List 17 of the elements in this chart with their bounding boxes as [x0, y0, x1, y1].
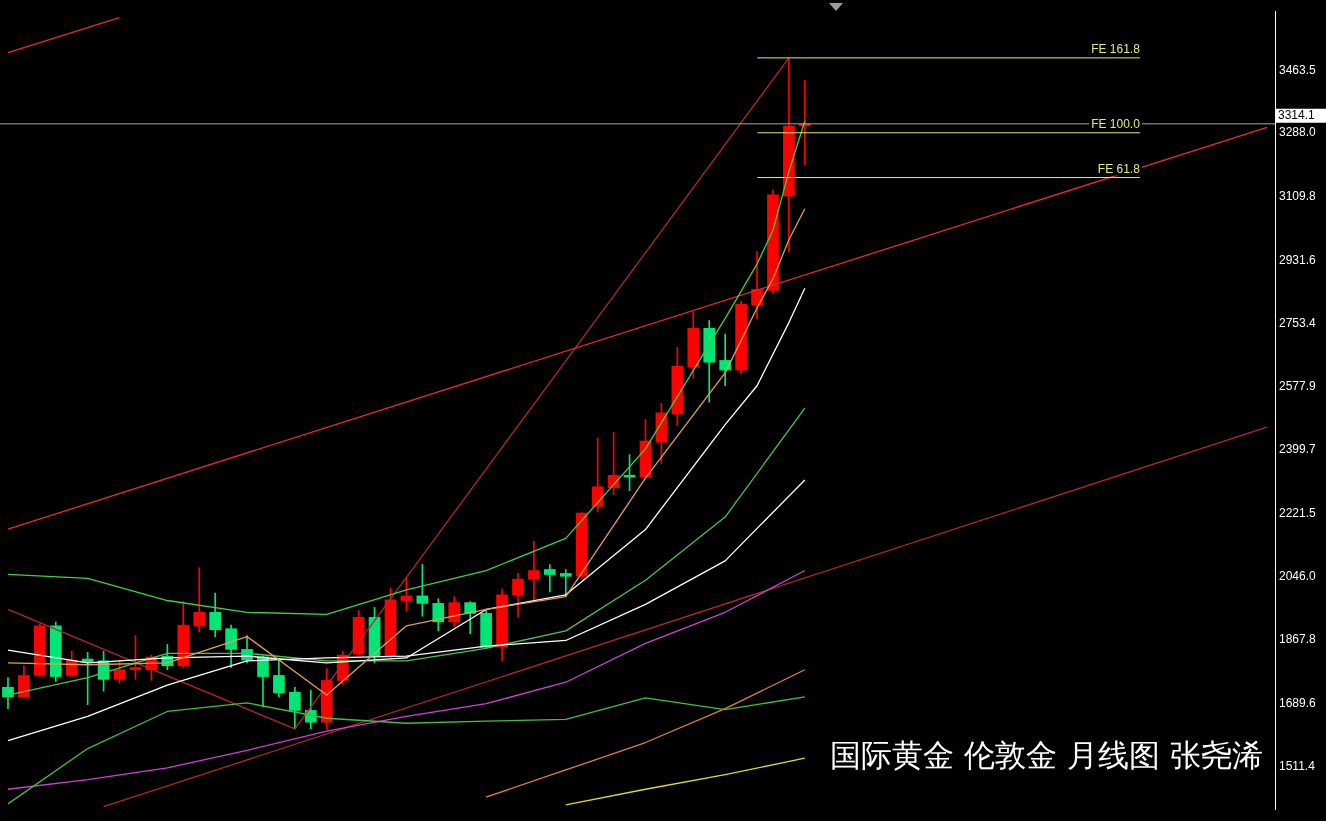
y-tick-label: 3463.5	[1279, 62, 1317, 77]
y-tick-label: 2399.7	[1279, 442, 1317, 457]
ref-line-label: FE 100.0	[1091, 117, 1141, 132]
y-tick-label: 2577.9	[1279, 378, 1317, 393]
y-tick-label: 2046.0	[1279, 568, 1317, 583]
y-tick-label: 2931.6	[1279, 252, 1317, 267]
ref-line-label: FE 161.8	[1091, 42, 1141, 57]
y-tick-label: 2221.5	[1279, 505, 1317, 520]
y-tick-label: 3288.0	[1279, 125, 1317, 140]
y-tick-label: 1867.8	[1279, 632, 1317, 647]
ref-line-label: FE 61.8	[1097, 161, 1141, 176]
y-tick-label: 1511.4	[1279, 759, 1316, 774]
y-tick-label: 1689.6	[1279, 695, 1317, 710]
ref-line-label: 3314.1	[1278, 108, 1316, 123]
y-tick-label: 3109.8	[1279, 189, 1317, 204]
y-tick-label: 2753.4	[1279, 316, 1317, 331]
annotation: 国际黄金 伦敦金 月线图 张尧浠	[830, 736, 1263, 775]
